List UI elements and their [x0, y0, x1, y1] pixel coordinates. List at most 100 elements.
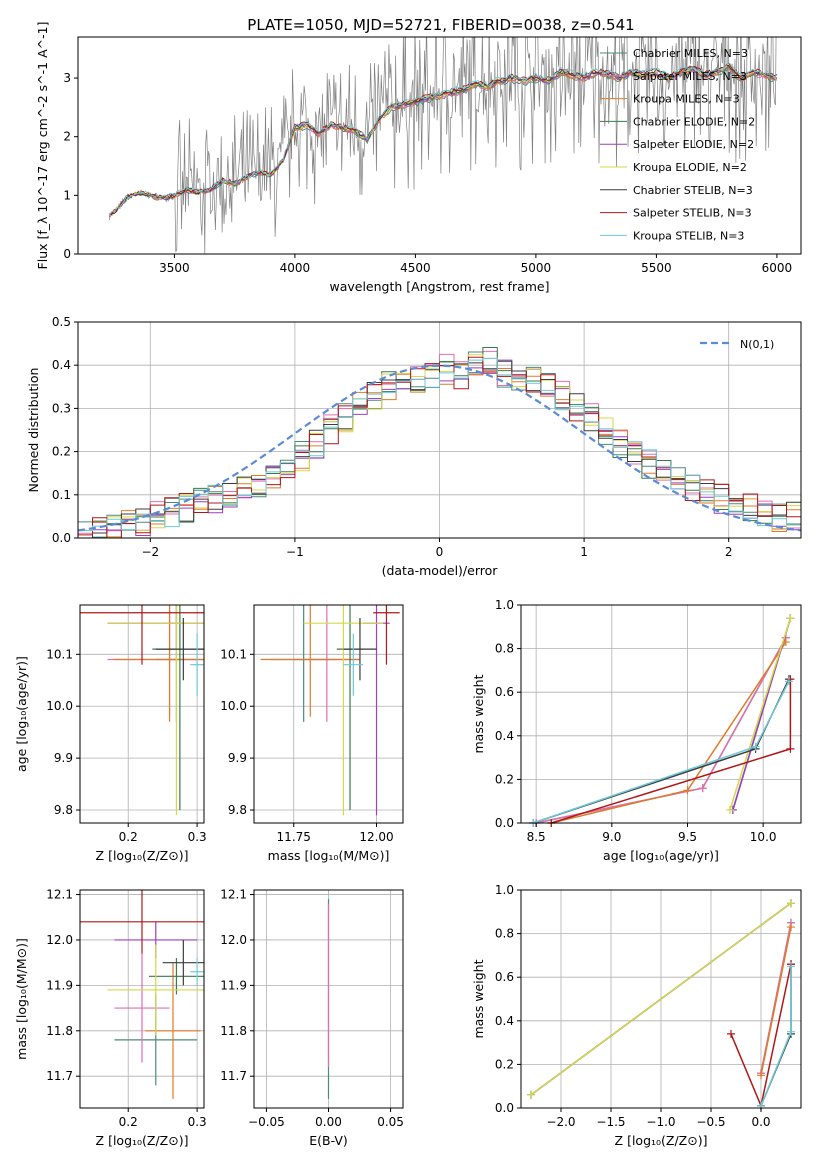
spectrum-frame	[77, 36, 802, 255]
y-tick-label: 0.4	[52, 358, 71, 372]
x-tick-label: 9.0	[602, 830, 621, 844]
residual-histogram	[78, 357, 801, 532]
weight-marker	[786, 744, 795, 753]
y-tick-label: 1.0	[495, 883, 514, 897]
weight-vs-age-grid	[521, 604, 801, 824]
x-tick-label: 12.00	[359, 830, 393, 844]
legend-entry: Salpeter ELODIE, N=2	[633, 138, 754, 151]
y-tick-label: 9.8	[228, 803, 247, 817]
legend-entry: Kroupa ELODIE, N=2	[633, 161, 747, 174]
x-tick-label: −0.5	[696, 1115, 725, 1129]
weight-marker	[787, 1027, 795, 1036]
x-tick-label: 0.05	[377, 1115, 404, 1129]
y-tick-label: 1	[63, 188, 71, 202]
weight-marker	[725, 805, 734, 814]
y-tick-label: 11.7	[220, 1069, 247, 1083]
legend-entry: Chabrier MILES, N=3	[633, 47, 748, 60]
legend-entry: Kroupa MILES, N=3	[633, 93, 740, 106]
y-tick-label: 0.2	[495, 1057, 514, 1071]
legend-entry: Chabrier ELODIE, N=2	[633, 115, 755, 128]
y-tick-label: 12.1	[46, 888, 73, 902]
x-tick-label: 8.5	[527, 830, 546, 844]
legend-entry: Chabrier STELIB, N=3	[633, 184, 753, 197]
y-tick-label: 0	[63, 247, 71, 261]
age-vs-mass-grid	[254, 605, 403, 823]
weight-marker	[786, 614, 795, 623]
x-tick-label: 6000	[762, 261, 793, 275]
weight-marker	[683, 786, 692, 795]
y-tick-label: 1.0	[495, 598, 514, 612]
x-tick-label: 4000	[280, 261, 311, 275]
x-tick-label: 0.3	[188, 1115, 207, 1129]
y-tick-label: 11.9	[220, 978, 247, 992]
y-axis-label: Flux [f_λ 10^-17 erg cm^-2 s^-1 A^-1]	[35, 22, 50, 270]
y-tick-label: 9.9	[228, 751, 247, 765]
residual-histogram	[78, 356, 801, 538]
x-axis-label: E(B-V)	[309, 1133, 348, 1148]
x-tick-label: 0.0	[751, 1115, 770, 1129]
legend-entry: Salpeter STELIB, N=3	[633, 207, 752, 220]
normal-curve	[78, 364, 801, 532]
x-axis-label: Z [log₁₀(Z/Z⊙)]	[96, 1133, 189, 1148]
y-tick-label: 2	[63, 130, 71, 144]
weight-marker	[727, 1029, 735, 1038]
x-tick-label: 11.75	[277, 830, 311, 844]
weight-marker	[787, 923, 795, 932]
spectrum-model-line	[109, 62, 778, 216]
weight-marker	[787, 962, 795, 971]
x-tick-label: −2.0	[546, 1115, 575, 1129]
y-tick-label: 0.0	[52, 531, 71, 545]
y-axis-label: age [log₁₀(age/yr)]	[14, 656, 29, 772]
y-tick-label: 0.6	[495, 685, 514, 699]
x-axis-label: wavelength [Angstrom, rest frame]	[329, 279, 549, 294]
age-vs-Z-frame	[79, 604, 205, 824]
legend-entry: N(0,1)	[740, 338, 774, 351]
age-vs-mass-frame	[253, 604, 404, 824]
x-tick-label: 0.2	[119, 1115, 138, 1129]
weight-marker	[527, 1090, 535, 1099]
x-tick-label: 5500	[641, 261, 672, 275]
y-tick-label: 0.6	[495, 970, 514, 984]
y-tick-label: 11.7	[46, 1069, 73, 1083]
weight-line	[729, 617, 792, 811]
weight-line	[530, 902, 792, 1096]
weight-line	[551, 679, 792, 823]
y-axis-label: mass weight	[471, 959, 486, 1038]
spectrum-model-line	[108, 61, 778, 216]
y-tick-label: 0.1	[52, 488, 71, 502]
x-tick-label: 5000	[521, 261, 552, 275]
y-tick-label: 9.8	[54, 803, 73, 817]
y-tick-label: 3	[63, 71, 71, 85]
weight-line	[535, 637, 787, 823]
x-axis-label: mass [log₁₀(M/M⊙)]	[268, 848, 390, 863]
x-tick-label: 2	[725, 545, 733, 559]
y-tick-label: 0.3	[52, 401, 71, 415]
legend-entry: Salpeter MILES, N=3	[633, 70, 747, 83]
y-tick-label: 11.9	[46, 978, 73, 992]
y-axis-label: Normed distribution	[26, 368, 41, 493]
weight-line	[760, 926, 792, 1076]
y-tick-label: 11.8	[220, 1024, 247, 1038]
weight-vs-age-frame	[520, 604, 802, 824]
y-tick-label: 10.0	[46, 699, 73, 713]
y-tick-label: 12.1	[220, 888, 247, 902]
y-tick-label: 10.0	[220, 699, 247, 713]
weight-marker	[787, 899, 795, 908]
y-tick-label: 0.4	[495, 1014, 514, 1028]
y-axis-label: mass weight	[471, 674, 486, 753]
x-tick-label: 0	[436, 545, 444, 559]
y-tick-label: 9.9	[54, 751, 73, 765]
weight-marker	[698, 784, 707, 793]
x-tick-label: −1	[286, 545, 304, 559]
y-tick-label: 10.1	[220, 647, 247, 661]
x-tick-label: 0.2	[119, 830, 138, 844]
y-tick-label: 12.0	[220, 933, 247, 947]
x-axis-label: Z [log₁₀(Z/Z⊙)]	[96, 848, 189, 863]
x-axis-label: age [log₁₀(age/yr)]	[603, 848, 719, 863]
x-tick-label: −1.5	[596, 1115, 625, 1129]
y-tick-label: 0.2	[52, 445, 71, 459]
x-axis-label: Z [log₁₀(Z/Z⊙)]	[615, 1133, 708, 1148]
x-axis-label: (data-model)/error	[382, 563, 499, 578]
figure-title: PLATE=1050, MJD=52721, FIBERID=0038, z=0…	[247, 16, 634, 34]
